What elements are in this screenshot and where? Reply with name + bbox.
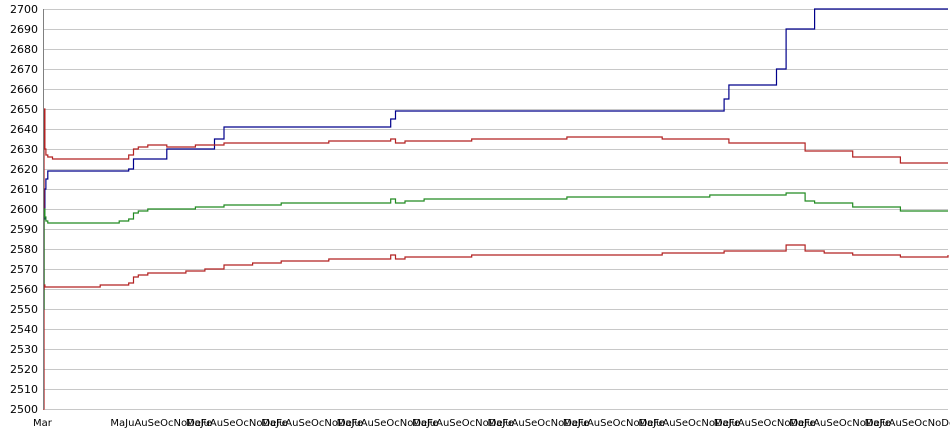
x-tick-label: MaJuAuSeOcNoDeFe <box>638 418 740 429</box>
series-lines <box>43 8 949 410</box>
series-line-1 <box>43 8 948 310</box>
y-tick-label: 2600 <box>10 203 38 216</box>
y-tick-label: 2640 <box>10 123 38 136</box>
y-tick-label: 2580 <box>10 243 38 256</box>
x-tick-label: MaJuAuSeOcNoDeFe <box>110 418 212 429</box>
x-tick-label: MaJuAuSeOcNoDeFe <box>488 418 590 429</box>
y-tick-label: 2610 <box>10 183 38 196</box>
y-tick-label: 2690 <box>10 23 38 36</box>
x-tick-label: MaJuAuSeOcNoDeFe <box>412 418 514 429</box>
y-tick-label: 2520 <box>10 363 38 376</box>
y-tick-label: 2650 <box>10 103 38 116</box>
y-tick-label: 2620 <box>10 163 38 176</box>
x-tick-label: MaJuAuSeOcNoDeFe <box>186 418 288 429</box>
x-tick-label: MaJuAuSeOcNoDeFe <box>563 418 665 429</box>
x-tick-label: MaJuAuSeOcNoDeFe <box>714 418 816 429</box>
y-tick-label: 2560 <box>10 283 38 296</box>
y-tick-label: 2670 <box>10 63 38 76</box>
y-tick-label: 2630 <box>10 143 38 156</box>
x-tick-label: Mar <box>33 418 53 429</box>
x-tick-label: MaJuAuSeOcNoDeFe <box>261 418 363 429</box>
y-tick-label: 2510 <box>10 383 38 396</box>
y-axis-tick-labels: 2500 2510 2520 2530 2540 2550 2560 2570 2580 2590… <box>10 3 38 416</box>
y-tick-label: 2530 <box>10 343 38 356</box>
y-tick-label: 2680 <box>10 43 38 56</box>
x-axis-tick-labels: Mar MaJuAuSeOcNoDeFeMaJuAuSeOcNoDeFeMaJuA… <box>33 418 950 429</box>
y-tick-label: 2700 <box>10 3 38 16</box>
x-tick-label: MaJuAuSeOcNoDeFe <box>789 418 891 429</box>
x-tick-label: MaJuAuSeOcNoDeFe <box>337 418 439 429</box>
y-tick-label: 2540 <box>10 323 38 336</box>
y-tick-label: 2590 <box>10 223 38 236</box>
y-tick-label: 2500 <box>10 403 38 416</box>
series-line-3 <box>43 192 948 310</box>
x-tick-label: MaJuAuSeOcNoDeFe <box>865 418 950 429</box>
y-tick-label: 2660 <box>10 83 38 96</box>
y-tick-label: 2550 <box>10 303 38 316</box>
y-tick-label: 2570 <box>10 263 38 276</box>
series-line-4 <box>43 244 949 290</box>
series-line-2 <box>43 108 948 410</box>
